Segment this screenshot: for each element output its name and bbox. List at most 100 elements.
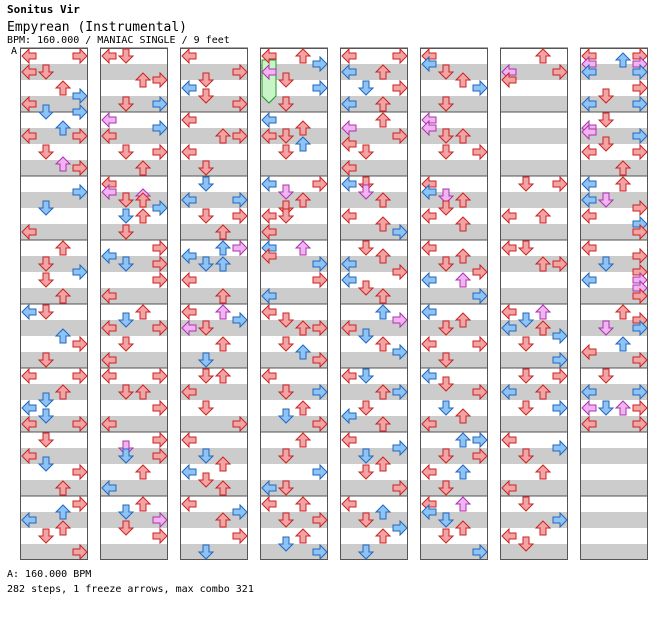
beat-stripe	[420, 480, 488, 496]
beat-stripe	[100, 384, 168, 400]
beat-stripe	[420, 256, 488, 272]
beat-stripe	[100, 416, 168, 432]
bpm-change-marker: A	[11, 46, 18, 57]
chart-meta: BPM: 160.000 / MANIAC SINGLE / 9 feet	[7, 35, 230, 46]
beat-stripe	[500, 160, 568, 176]
beat-stripe	[420, 224, 488, 240]
beat-stripe	[420, 192, 488, 208]
beat-stripe	[20, 352, 88, 368]
column-border	[20, 48, 88, 560]
beat-stripe	[580, 512, 648, 528]
beat-stripe	[20, 544, 88, 560]
beat-stripe	[180, 192, 248, 208]
column-border	[420, 48, 488, 560]
beat-stripe	[260, 352, 328, 368]
beat-stripe	[500, 544, 568, 560]
beat-stripe	[180, 64, 248, 80]
beat-stripe	[180, 512, 248, 528]
beat-stripe	[580, 480, 648, 496]
column-border	[260, 48, 328, 560]
beat-stripe	[580, 224, 648, 240]
beat-stripe	[420, 96, 488, 112]
beat-stripe	[20, 512, 88, 528]
chart-column	[100, 47, 168, 560]
chart-column	[180, 47, 248, 560]
artist-name: Sonitus Vir	[7, 3, 80, 16]
column-border	[500, 48, 568, 560]
beat-stripe	[100, 544, 168, 560]
beat-stripe	[260, 64, 328, 80]
beat-stripe	[180, 288, 248, 304]
beat-stripe	[20, 320, 88, 336]
beat-stripe	[500, 96, 568, 112]
beat-stripe	[20, 384, 88, 400]
beat-stripe	[180, 544, 248, 560]
beat-stripe	[340, 192, 408, 208]
beat-stripe	[20, 448, 88, 464]
column-border	[580, 48, 648, 560]
beat-stripe	[260, 160, 328, 176]
beat-stripe	[420, 512, 488, 528]
beat-stripe	[180, 160, 248, 176]
beat-stripe	[100, 96, 168, 112]
beat-stripe	[20, 480, 88, 496]
beat-stripe	[340, 128, 408, 144]
beat-stripe	[340, 160, 408, 176]
beat-stripe	[100, 480, 168, 496]
beat-stripe	[100, 64, 168, 80]
beat-stripe	[180, 384, 248, 400]
beat-stripe	[340, 224, 408, 240]
beat-stripe	[580, 384, 648, 400]
chart-column	[500, 47, 568, 560]
beat-stripe	[340, 416, 408, 432]
beat-stripe	[500, 224, 568, 240]
beat-stripe	[20, 96, 88, 112]
beat-stripe	[260, 128, 328, 144]
beat-stripe	[500, 416, 568, 432]
beat-stripe	[260, 192, 328, 208]
beat-stripe	[260, 96, 328, 112]
beat-stripe	[580, 352, 648, 368]
beat-stripe	[180, 448, 248, 464]
beat-stripe	[180, 480, 248, 496]
beat-stripe	[500, 480, 568, 496]
beat-stripe	[340, 64, 408, 80]
beat-stripe	[420, 544, 488, 560]
beat-stripe	[20, 256, 88, 272]
beat-stripe	[260, 448, 328, 464]
beat-stripe	[260, 512, 328, 528]
beat-stripe	[580, 448, 648, 464]
beat-stripe	[20, 288, 88, 304]
beat-stripe	[340, 288, 408, 304]
song-title: Empyrean (Instrumental)	[7, 20, 188, 35]
beat-stripe	[180, 256, 248, 272]
beat-stripe	[420, 416, 488, 432]
beat-stripe	[500, 192, 568, 208]
beat-stripe	[420, 448, 488, 464]
beat-stripe	[580, 192, 648, 208]
beat-stripe	[180, 128, 248, 144]
beat-stripe	[580, 96, 648, 112]
beat-stripe	[180, 224, 248, 240]
beat-stripe	[420, 320, 488, 336]
beat-stripe	[20, 224, 88, 240]
beat-stripe	[100, 192, 168, 208]
beat-stripe	[180, 96, 248, 112]
beat-stripe	[260, 256, 328, 272]
beat-stripe	[500, 512, 568, 528]
beat-stripe	[580, 160, 648, 176]
beat-stripe	[20, 416, 88, 432]
beat-stripe	[420, 288, 488, 304]
beat-stripe	[340, 352, 408, 368]
beat-stripe	[580, 544, 648, 560]
beat-stripe	[100, 448, 168, 464]
beat-stripe	[340, 480, 408, 496]
beat-stripe	[580, 64, 648, 80]
beat-stripe	[580, 288, 648, 304]
beat-stripe	[420, 128, 488, 144]
beat-stripe	[340, 256, 408, 272]
beat-stripe	[100, 160, 168, 176]
beat-stripe	[340, 512, 408, 528]
beat-stripe	[340, 96, 408, 112]
beat-stripe	[20, 128, 88, 144]
